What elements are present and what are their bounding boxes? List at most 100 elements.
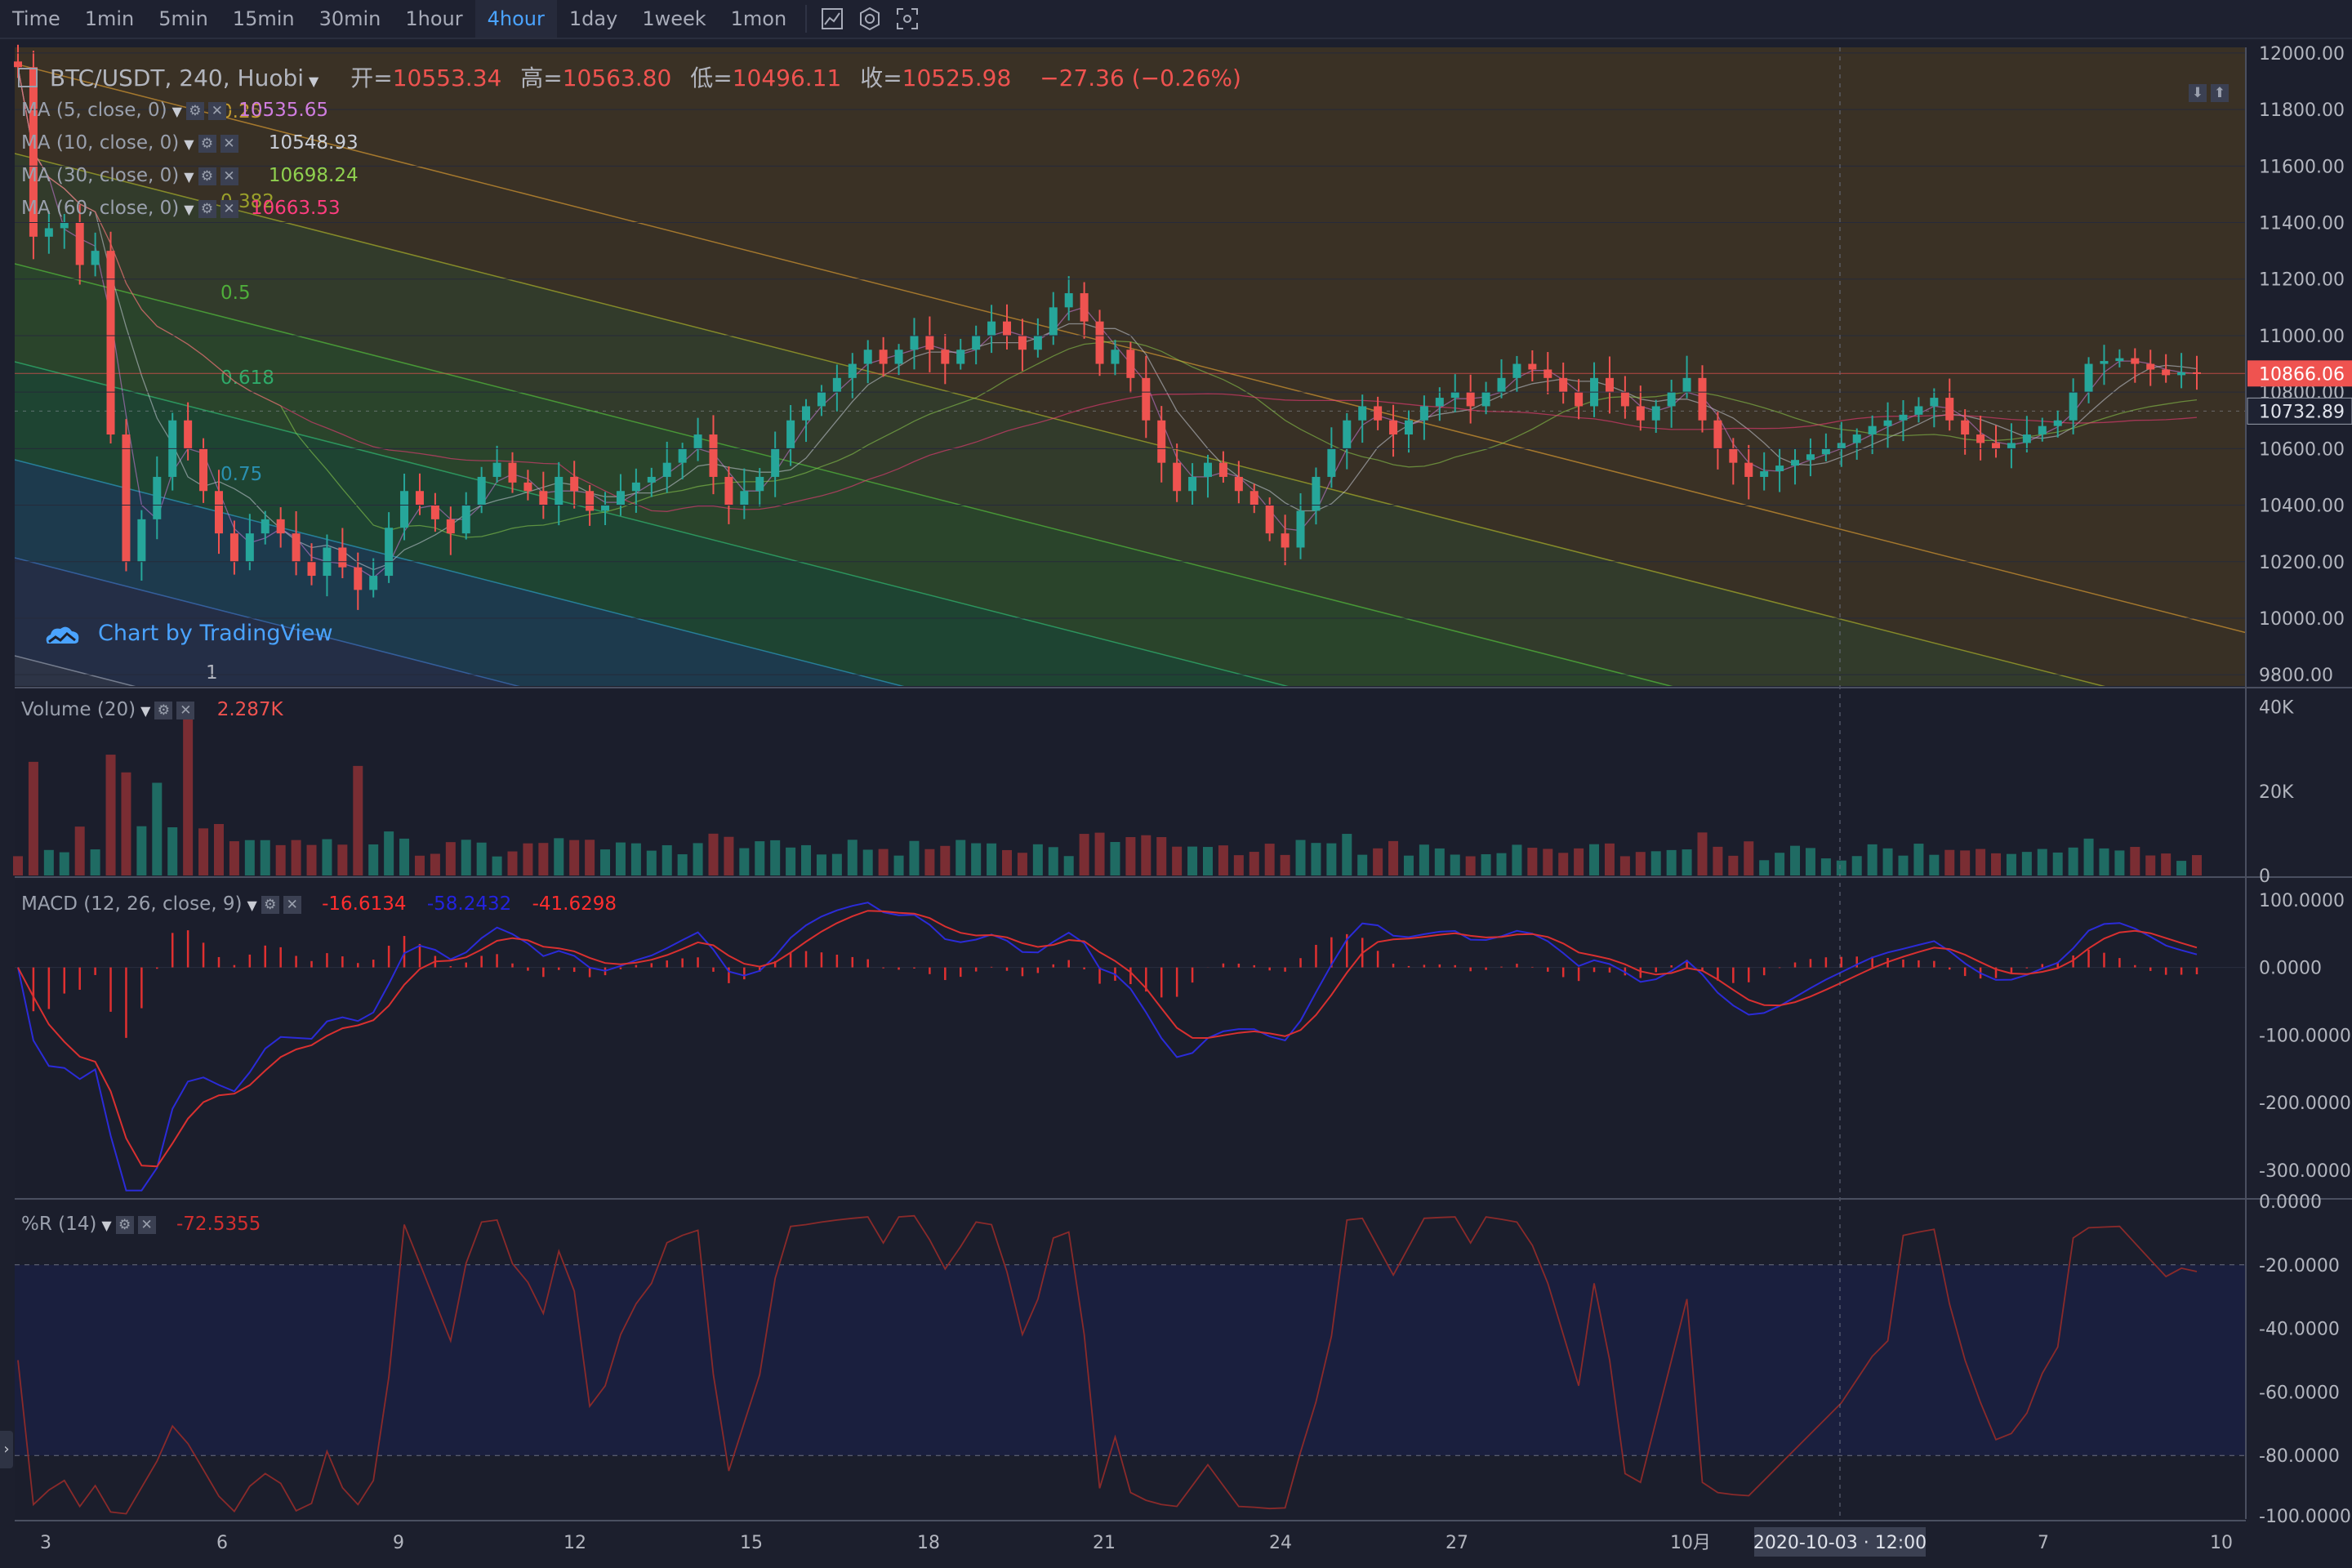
volume-bar — [1481, 853, 1491, 875]
candle-body — [307, 561, 316, 577]
volume-bar — [847, 840, 858, 875]
change-value: −27.36 (−0.26%) — [1040, 65, 1241, 91]
close-icon[interactable]: ✕ — [220, 134, 238, 153]
chevron-down-icon[interactable]: ▼ — [184, 169, 194, 185]
ma10-label[interactable]: MA (10, close, 0) — [21, 132, 180, 154]
chevron-down-icon[interactable]: ▼ — [247, 898, 257, 913]
close-icon[interactable]: ✕ — [176, 701, 195, 719]
macd-tick-label: -300.0000 — [2259, 1161, 2351, 1182]
candle-body — [662, 462, 671, 477]
volume-bar — [538, 843, 549, 875]
volume-bar — [1558, 853, 1569, 875]
indicators-icon[interactable] — [813, 0, 851, 38]
interval-4hour[interactable]: 4hour — [474, 0, 557, 38]
volume-bar — [1388, 840, 1399, 875]
interval-5min[interactable]: 5min — [158, 7, 208, 30]
macd-tick-label: -200.0000 — [2259, 1094, 2351, 1114]
candle-body — [508, 462, 517, 483]
interval-1day[interactable]: 1day — [568, 7, 618, 30]
settings-icon[interactable]: ⚙ — [115, 1215, 134, 1234]
candle-body — [1358, 406, 1367, 421]
volume-bar — [1002, 849, 1013, 875]
ma5-value: 10535.65 — [238, 100, 328, 121]
symbol-name[interactable]: BTC/USDT, 240, Huobi — [49, 65, 305, 91]
volume-bar — [74, 826, 85, 875]
interval-1min[interactable]: 1min — [84, 7, 135, 30]
interval-1mon[interactable]: 1mon — [730, 7, 787, 30]
chevron-down-icon[interactable]: ▼ — [309, 74, 319, 89]
volume-bar — [971, 843, 982, 875]
settings-gear-icon[interactable] — [851, 0, 889, 38]
time-tick-label: 24 — [1269, 1533, 1292, 1553]
interval-1week[interactable]: 1week — [642, 7, 706, 30]
candle-body — [29, 67, 38, 237]
volume-bar — [1094, 832, 1105, 875]
volume-bar — [1357, 854, 1368, 875]
volume-bar — [630, 843, 641, 875]
tradingview-watermark[interactable]: Chart by TradingView — [42, 621, 333, 647]
interval-1hour[interactable]: 1hour — [405, 7, 463, 30]
volume-bar — [461, 840, 471, 875]
close-icon[interactable]: ✕ — [283, 895, 301, 914]
settings-icon[interactable]: ⚙ — [261, 895, 279, 914]
close-icon[interactable]: ✕ — [137, 1215, 156, 1234]
candle-body — [2115, 358, 2124, 362]
volume-label[interactable]: Volume (20) — [21, 699, 136, 720]
ma60-label[interactable]: MA (60, close, 0) — [21, 198, 180, 219]
volume-bar — [1156, 837, 1167, 875]
candle-body — [647, 476, 656, 483]
candle-body — [1203, 462, 1212, 477]
chevron-down-icon[interactable]: ▼ — [140, 703, 151, 719]
ma-line — [17, 67, 2198, 538]
close-icon[interactable]: ✕ — [207, 101, 226, 120]
interval-time[interactable]: Time — [12, 7, 60, 30]
settings-icon[interactable]: ⚙ — [198, 134, 216, 153]
arrow-down-icon[interactable]: ⬇ — [2189, 83, 2207, 102]
macd-label[interactable]: MACD (12, 26, close, 9) — [21, 893, 243, 915]
chevron-down-icon[interactable]: ▼ — [184, 202, 194, 217]
candle-body — [1899, 414, 1908, 421]
volume-bar — [1790, 845, 1801, 875]
wr-tick-label: -40.0000 — [2259, 1320, 2340, 1340]
interval-30min[interactable]: 30min — [318, 7, 381, 30]
interval-15min[interactable]: 15min — [232, 7, 295, 30]
candle-body — [1218, 462, 1227, 477]
volume-bar — [1836, 860, 1846, 875]
chevron-down-icon[interactable]: ▼ — [184, 136, 194, 152]
fullscreen-icon[interactable] — [889, 0, 926, 38]
volume-bar — [1342, 834, 1352, 875]
arrow-up-icon[interactable]: ⬆ — [2211, 83, 2229, 102]
candle-body — [1234, 476, 1243, 492]
candle-body — [1404, 420, 1413, 435]
volume-bar — [507, 851, 518, 875]
volume-bar — [1125, 837, 1136, 875]
ma30-label[interactable]: MA (30, close, 0) — [21, 165, 180, 186]
volume-bar — [816, 854, 826, 875]
volume-bar — [2068, 847, 2078, 875]
volume-bar — [893, 855, 904, 875]
chevron-down-icon[interactable]: ▼ — [172, 104, 182, 119]
volume-bar — [1496, 853, 1507, 875]
settings-icon[interactable]: ⚙ — [198, 167, 216, 185]
wr-label[interactable]: %R (14) — [21, 1214, 97, 1235]
close-icon[interactable]: ✕ — [220, 199, 238, 218]
candle-body — [1575, 392, 1584, 407]
candle-body — [1791, 460, 1800, 466]
ma5-label[interactable]: MA (5, close, 0) — [21, 100, 167, 121]
volume-bar — [1805, 848, 1815, 875]
settings-icon[interactable]: ⚙ — [154, 701, 173, 719]
candle-body — [1837, 443, 1846, 449]
volume-bar — [1311, 843, 1321, 875]
volume-bar — [569, 840, 580, 875]
candle-body — [771, 448, 780, 477]
chevron-down-icon[interactable]: ▼ — [101, 1218, 112, 1233]
candle-body — [1497, 377, 1506, 393]
volume-bar — [2099, 848, 2109, 875]
close-icon[interactable]: ✕ — [220, 167, 238, 185]
settings-icon[interactable]: ⚙ — [185, 101, 204, 120]
candle-body — [1729, 448, 1738, 463]
volume-bar — [878, 849, 889, 875]
settings-icon[interactable]: ⚙ — [198, 199, 216, 218]
collapse-handle-icon[interactable]: › — [0, 1431, 13, 1468]
